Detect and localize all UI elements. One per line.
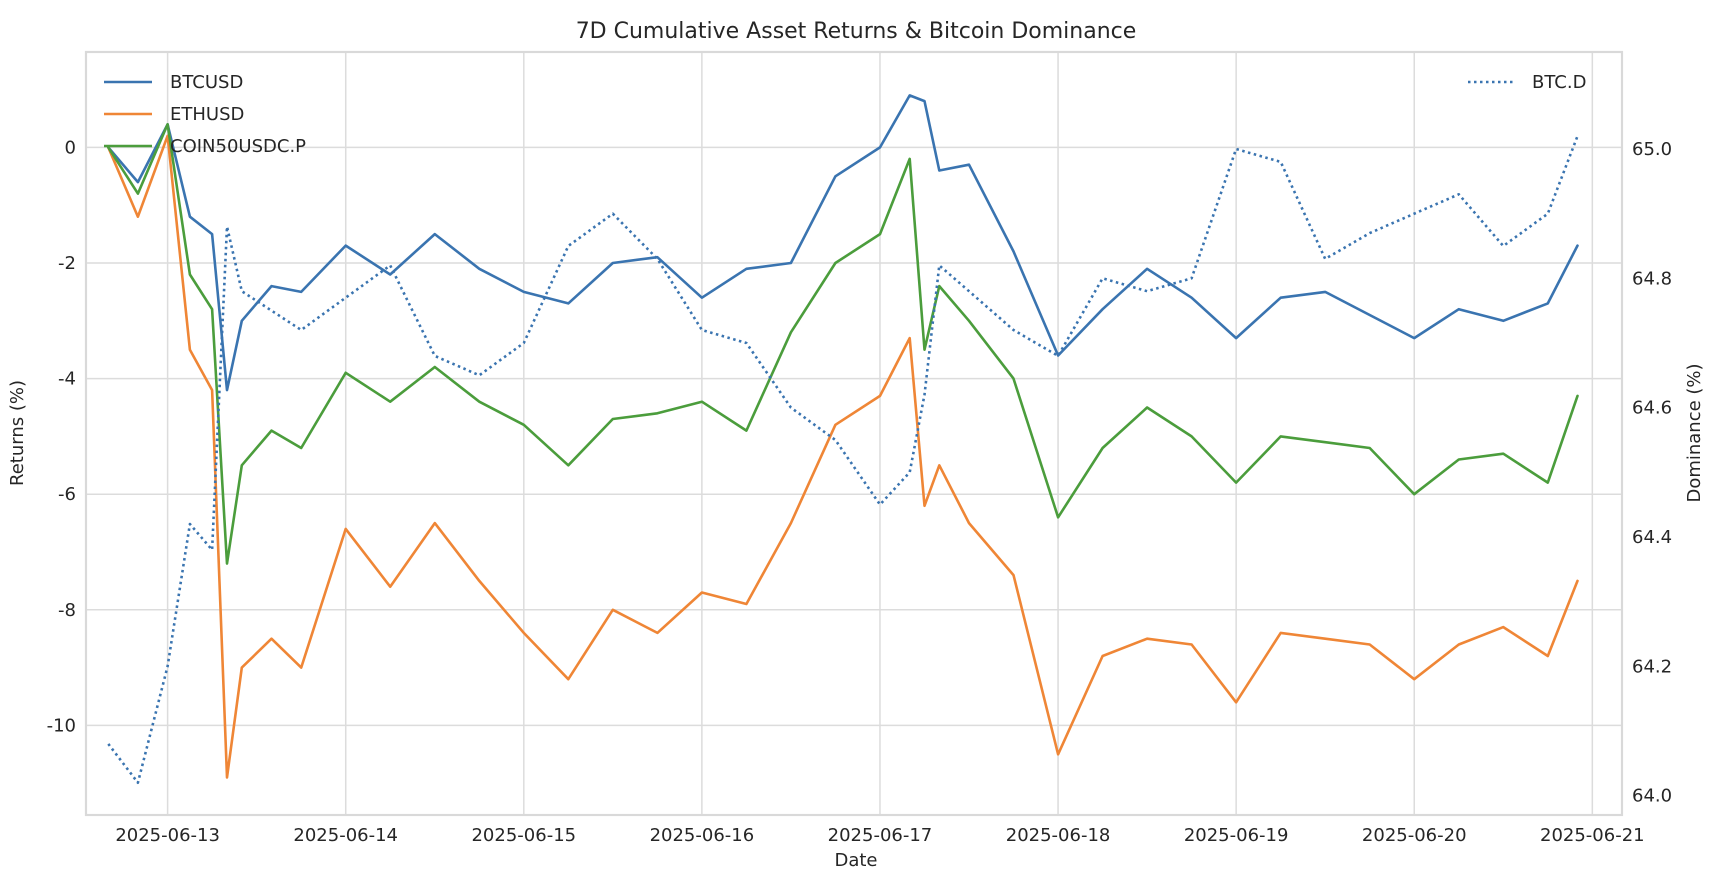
x-tick-label: 2025-06-18	[1006, 825, 1111, 846]
legend-label: BTCUSD	[170, 72, 243, 93]
x-axis-label: Date	[834, 850, 877, 871]
series-layer	[107, 94, 1579, 785]
y-tick-label: 0	[65, 137, 76, 158]
x-tick-label: 2025-06-21	[1540, 825, 1645, 846]
y2-axis-label: Dominance (%)	[1684, 363, 1705, 502]
chart-title: 7D Cumulative Asset Returns & Bitcoin Do…	[576, 19, 1137, 44]
y-tick-label: -2	[58, 253, 76, 274]
series-line-coin50usdc-p	[107, 123, 1579, 565]
y-axis-label: Returns (%)	[7, 380, 28, 486]
x-tick-label: 2025-06-19	[1184, 825, 1289, 846]
series-line-ethusd	[107, 134, 1579, 779]
legend-label: COIN50USDC.P	[170, 136, 306, 157]
x-tick-label: 2025-06-17	[828, 825, 933, 846]
legend-right: BTC.D	[1468, 72, 1586, 93]
x-tick-label: 2025-06-16	[650, 825, 755, 846]
y2-tick-label: 64.0	[1632, 786, 1672, 807]
y2-tick-label: 64.4	[1632, 527, 1672, 548]
legend-label: BTC.D	[1532, 72, 1586, 93]
y-tick-label: -4	[58, 369, 76, 390]
legend-label: ETHUSD	[170, 104, 244, 125]
x-tick-label: 2025-06-14	[293, 825, 398, 846]
y-tick-label: -6	[58, 484, 76, 505]
x-tick-label: 2025-06-20	[1362, 825, 1467, 846]
plot-frame	[84, 50, 1624, 817]
y2-tick-label: 64.2	[1632, 656, 1672, 677]
x-tick-label: 2025-06-15	[471, 825, 576, 846]
x-tick-label: 2025-06-13	[115, 825, 220, 846]
y-tick-label: -10	[47, 715, 76, 736]
series-line-btcusd	[107, 94, 1579, 392]
y2-tick-label: 65.0	[1632, 139, 1672, 160]
y-tick-label: -8	[58, 600, 76, 621]
legend-left: BTCUSD ETHUSD COIN50USDC.P	[104, 72, 306, 157]
y2-tick-label: 64.8	[1632, 268, 1672, 289]
y2-tick-label: 64.6	[1632, 398, 1672, 419]
tick-layer: 2025-06-13 2025-06-14 2025-06-15 2025-06-16…	[47, 137, 1672, 846]
